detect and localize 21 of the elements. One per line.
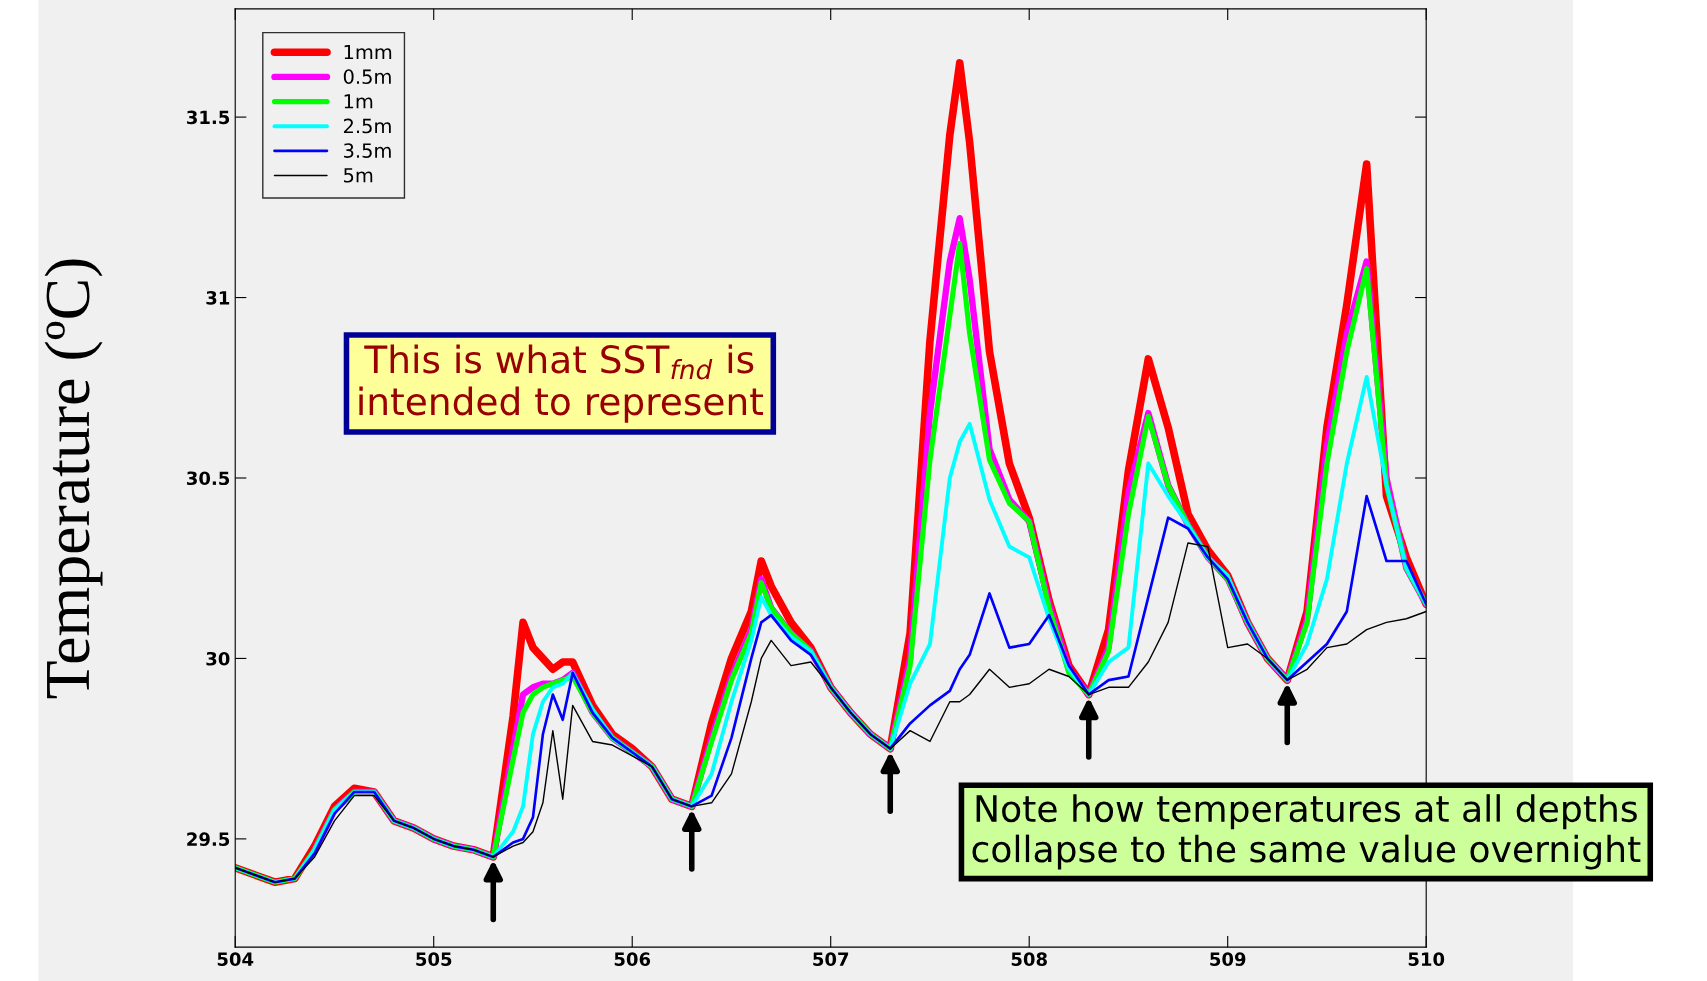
annotation: Note how temperatures at all depths collapse to the same value overnight xyxy=(972,794,1641,870)
y-axis-title: Temperature (ºC) xyxy=(44,259,103,699)
x-tick-label: 505 xyxy=(416,952,452,966)
x-tick-label: 508 xyxy=(1011,952,1047,966)
x-tick-label: 509 xyxy=(1210,952,1246,966)
x-tick-label: 507 xyxy=(813,952,849,966)
x-tick-label: 506 xyxy=(614,952,651,966)
legend-label: 0.5m xyxy=(343,69,391,84)
x-tick-label: 504 xyxy=(217,952,254,966)
legend-label: 1mm xyxy=(344,44,392,60)
y-tick-label: 31.5 xyxy=(187,110,230,125)
annotation: This is what SST$_{fnd}$ is intended to represent xyxy=(359,344,764,423)
y-tick-label: 30 xyxy=(206,651,230,666)
legend-label: 1m xyxy=(344,94,373,109)
x-tick-label: 510 xyxy=(1408,952,1445,966)
y-tick-label: 31 xyxy=(206,291,230,305)
legend-label: 3.5m xyxy=(344,143,391,158)
legend-label: 5m xyxy=(344,168,373,183)
legend-label: 2.5m xyxy=(343,118,391,134)
y-tick-label: 30.5 xyxy=(187,471,230,486)
y-tick-label: 29.5 xyxy=(187,832,230,846)
